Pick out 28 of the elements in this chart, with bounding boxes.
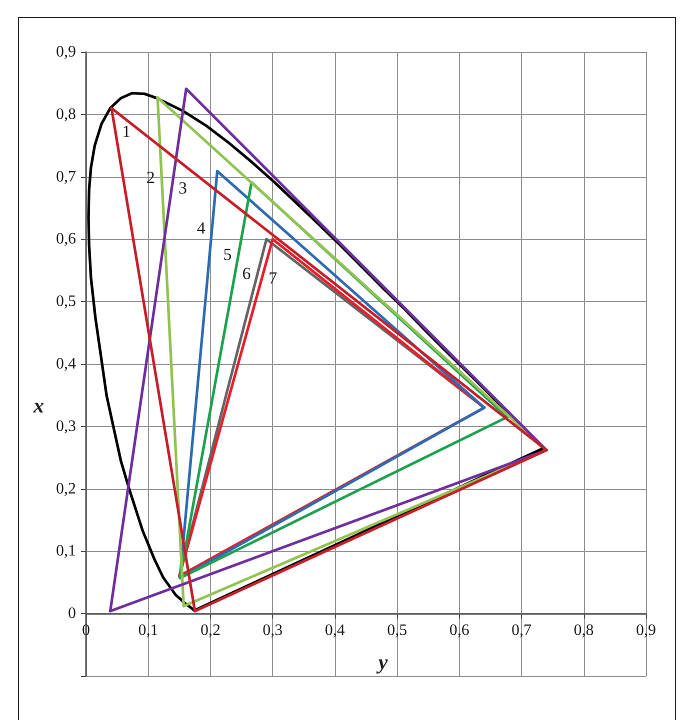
y-tick-label: 0,6 [56, 230, 76, 248]
x-tick-label: 0,6 [449, 622, 470, 640]
series-label: 7 [268, 268, 278, 288]
y-tick-label: 0 [68, 605, 76, 622]
series-label: 2 [146, 168, 155, 188]
y-axis-title: x [32, 394, 44, 418]
x-tick-label: 0,5 [387, 622, 408, 640]
series-label: 3 [178, 178, 188, 198]
y-tick-label: 0,2 [56, 480, 76, 498]
y-tick-label: 0,9 [56, 44, 76, 60]
x-tick-label: 0,3 [262, 622, 283, 640]
x-axis-title: y [375, 650, 388, 674]
x-tick-label: 0,2 [200, 622, 220, 640]
y-tick-label: 0,7 [56, 168, 76, 186]
x-tick-label: 0,8 [574, 622, 594, 640]
x-tick-label: 0,7 [512, 622, 532, 640]
y-tick-label: 0,1 [56, 542, 76, 560]
x-tick-label: 0,1 [138, 622, 158, 640]
x-tick-label: 0,9 [636, 622, 656, 640]
series-label: 6 [242, 264, 251, 284]
series-label: 4 [196, 218, 206, 238]
y-tick-label: 0,5 [56, 293, 76, 310]
series-label: 5 [223, 244, 232, 264]
x-tick-label: 0,4 [324, 622, 345, 640]
y-tick-label: 0,8 [56, 106, 76, 123]
y-tick-label: 0,3 [56, 418, 76, 435]
series-label: 1 [122, 122, 131, 141]
y-tick-label: 0,4 [56, 356, 76, 372]
